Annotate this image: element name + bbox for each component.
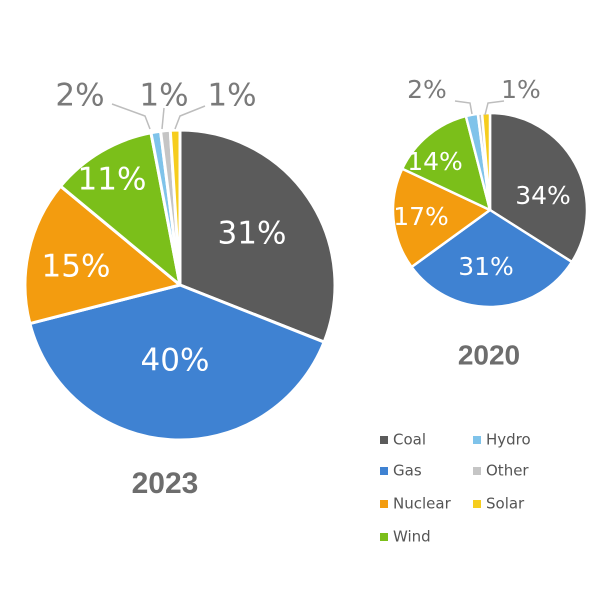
pie-chart-2020: 34% 31% 17% 14% 2% 1% 2020 [391, 75, 589, 370]
data-label-2023-solar: 1% [207, 78, 256, 114]
data-label-2020-nuclear: 17% [393, 202, 449, 231]
legend-swatch-gas [380, 467, 388, 475]
legend-swatch-hydro [473, 436, 481, 444]
data-label-2020-solar: 1% [501, 75, 541, 104]
legend-swatch-nuclear [380, 500, 388, 508]
legend-label-wind: Wind [393, 528, 431, 546]
leader-line-2023-solar [174, 105, 206, 130]
slice-2023-solar [168, 128, 182, 287]
chart-legend: Coal Hydro Gas Other Nuclear Solar Wind [380, 431, 531, 546]
data-label-2023-coal: 31% [218, 216, 287, 252]
legend-label-nuclear: Nuclear [393, 495, 452, 513]
slice-2023-wind [59, 131, 182, 287]
data-label-2020-gas: 31% [458, 252, 514, 281]
data-label-2023-gas: 40% [141, 343, 210, 379]
data-label-2023-nuclear: 15% [42, 249, 111, 285]
leader-line-2023-hydro [111, 103, 151, 130]
leader-line-2023-other [161, 107, 165, 130]
legend-label-hydro: Hydro [486, 431, 531, 449]
slice-2020-wind [400, 114, 492, 212]
chart-title-2020: 2020 [458, 339, 520, 370]
legend-label-coal: Coal [393, 431, 426, 449]
legend-swatch-coal [380, 436, 388, 444]
slice-2020-nuclear [391, 167, 492, 269]
data-label-2023-wind: 11% [78, 162, 147, 198]
leader-line-2020-solar [484, 100, 505, 116]
slice-2023-gas [28, 283, 326, 442]
data-label-2020-wind: 14% [407, 147, 463, 176]
legend-label-other: Other [486, 462, 529, 480]
data-label-2020-hydro: 2% [407, 75, 447, 104]
legend-label-gas: Gas [393, 462, 422, 480]
legend-swatch-wind [380, 533, 388, 541]
data-label-2023-hydro: 2% [55, 78, 104, 114]
legend-swatch-solar [473, 500, 481, 508]
chart-title-2023: 2023 [132, 467, 199, 500]
slice-2020-gas [410, 208, 574, 309]
data-label-2023-other: 1% [139, 78, 188, 114]
slice-2023-coal [178, 128, 337, 344]
leader-line-2020-hydro [454, 100, 473, 115]
legend-swatch-other [473, 467, 481, 475]
pie-chart-2023: 31% 40% 15% 11% 2% 1% 1% 2023 [23, 78, 337, 500]
data-label-2020-coal: 34% [515, 181, 571, 210]
slice-2023-nuclear [23, 184, 182, 326]
legend-label-solar: Solar [486, 495, 525, 513]
